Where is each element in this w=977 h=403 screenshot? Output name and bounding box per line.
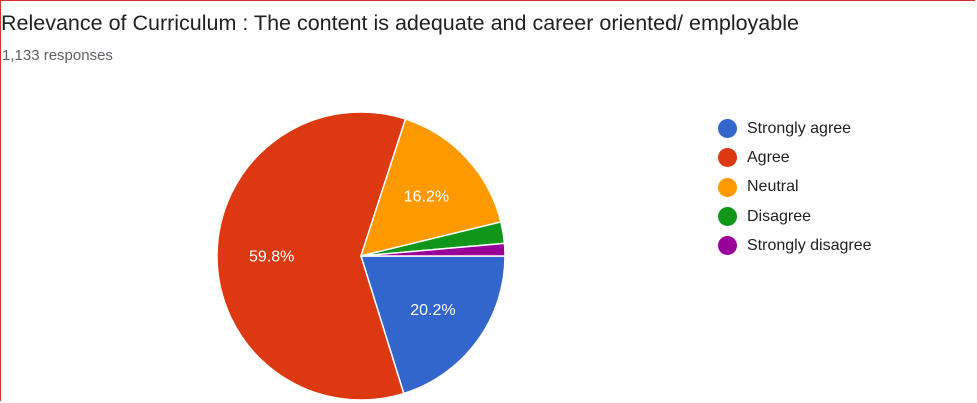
slice-label-neutral: 16.2% [404,188,449,205]
legend-item-strongly-agree: Strongly agree [718,114,872,143]
legend-label-strongly-agree: Strongly agree [747,119,852,137]
legend-label-agree: Agree [747,148,790,166]
response-count: 1,133 responses [2,47,113,64]
legend-label-neutral: Neutral [747,178,799,196]
legend-swatch-strongly-agree [718,119,737,139]
chart-legend: Strongly agree Agree Neutral Disagree Strong… [718,114,872,260]
pie-slice-strongly-agree [359,255,506,395]
pie-slice-strongly-disagree [360,242,506,257]
legend-item-agree: Agree [718,143,872,172]
legend-swatch-strongly-disagree [718,236,737,256]
pie-slices [216,111,506,401]
legend-item-strongly-disagree: Strongly disagree [718,231,872,260]
chart-title: Relevance of Curriculum : The content is… [1,11,799,35]
slice-label-strongly-agree: 20.2% [410,302,455,319]
legend-swatch-disagree [718,207,737,227]
legend-swatch-neutral [718,177,737,197]
legend-item-disagree: Disagree [718,202,872,231]
slice-label-agree: 59.8% [249,248,294,265]
legend-label-strongly-disagree: Strongly disagree [747,236,872,254]
pie-slice-agree [216,111,407,401]
legend-swatch-agree [718,148,737,168]
legend-label-disagree: Disagree [747,207,812,225]
pie-slice-neutral [359,118,502,258]
legend-item-neutral: Neutral [718,173,872,202]
pie-labels: 20.2% 59.8% 16.2% [249,188,456,319]
